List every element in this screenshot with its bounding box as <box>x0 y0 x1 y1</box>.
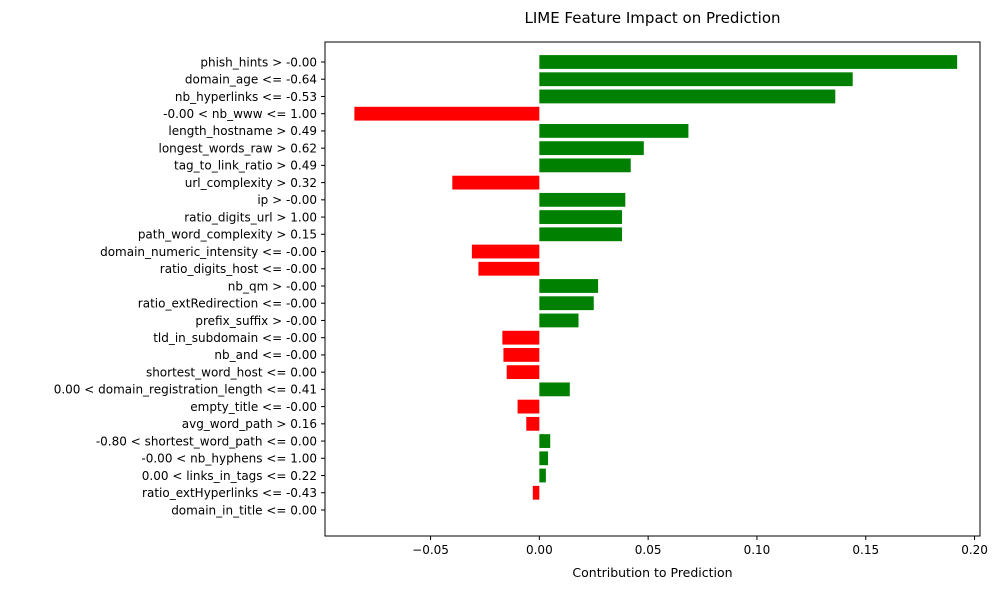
bar <box>502 330 540 345</box>
bar <box>539 382 570 397</box>
x-tick-label: 0.05 <box>635 543 662 557</box>
y-tick-label: path_word_complexity > 0.15 <box>138 228 317 242</box>
bar <box>539 313 579 328</box>
bar <box>526 416 540 431</box>
x-tick-label: −0.05 <box>412 543 449 557</box>
bar <box>478 261 540 276</box>
y-tick-label: phish_hints > -0.00 <box>200 55 317 69</box>
y-tick-label: url_complexity > 0.32 <box>185 176 317 190</box>
bar <box>539 72 853 87</box>
y-tick-label: tag_to_link_ratio > 0.49 <box>174 159 317 173</box>
y-tick-label: domain_in_title <= 0.00 <box>171 503 317 517</box>
bar <box>539 279 599 293</box>
y-tick-label: ratio_digits_host <= -0.00 <box>160 262 317 276</box>
x-axis-label: Contribution to Prediction <box>572 565 732 580</box>
x-tick-label: 0.10 <box>744 543 771 557</box>
bar <box>539 210 623 224</box>
bar <box>539 89 836 104</box>
x-tick-label: 0.20 <box>961 543 988 557</box>
bar <box>539 55 958 69</box>
y-tick-label: -0.80 < shortest_word_path <= 0.00 <box>96 434 317 448</box>
x-tick-label: 0.00 <box>526 543 553 557</box>
y-tick-label: ratio_digits_url > 1.00 <box>184 210 317 224</box>
bar <box>539 124 689 138</box>
x-tick-label: 0.15 <box>852 543 879 557</box>
y-tick-label: domain_numeric_intensity <= -0.00 <box>100 245 317 259</box>
y-tick-label: longest_words_raw > 0.62 <box>159 141 318 155</box>
y-tick-label: prefix_suffix > -0.00 <box>195 314 317 328</box>
bar <box>539 227 623 242</box>
bar <box>539 141 644 156</box>
plot-frame <box>324 41 981 537</box>
bar <box>517 399 540 414</box>
y-tick-label: empty_title <= -0.00 <box>190 400 317 414</box>
y-tick-label: ip > -0.00 <box>257 193 317 207</box>
y-tick-label: shortest_word_host <= 0.00 <box>146 365 317 379</box>
bar <box>452 175 540 190</box>
x-ticks: −0.05 0.00 0.05 0.10 0.15 0.20 <box>412 536 988 557</box>
y-tick-label: avg_word_path > 0.16 <box>182 417 317 431</box>
bars-group <box>354 55 958 500</box>
bar <box>503 348 540 362</box>
y-tick-label: length_hostname > 0.49 <box>168 124 317 138</box>
bar <box>506 365 540 380</box>
bar <box>539 158 631 173</box>
y-tick-label: 0.00 < domain_registration_length <= 0.4… <box>54 383 317 397</box>
y-tick-label: tld_in_subdomain <= -0.00 <box>153 331 317 345</box>
y-tick-label: nb_and <= -0.00 <box>214 348 317 362</box>
bar <box>539 434 551 448</box>
y-tick-labels: phish_hints > -0.00 domain_age <= -0.64 nb… <box>54 55 325 517</box>
y-tick-label: -0.00 < nb_www <= 1.00 <box>163 107 317 121</box>
y-tick-label: nb_hyperlinks <= -0.53 <box>175 90 317 104</box>
y-tick-label: ratio_extRedirection <= -0.00 <box>138 297 317 311</box>
bar <box>539 192 626 207</box>
y-tick-label: 0.00 < links_in_tags <= 0.22 <box>142 469 317 483</box>
bar <box>539 296 594 311</box>
bar <box>539 468 546 483</box>
y-tick-label: domain_age <= -0.64 <box>185 73 317 87</box>
bar <box>532 485 540 500</box>
y-tick-label: ratio_extHyperlinks <= -0.43 <box>142 486 317 500</box>
chart-title: LIME Feature Impact on Prediction <box>524 9 780 27</box>
bar <box>471 244 540 259</box>
y-tick-label: -0.00 < nb_hyphens <= 1.00 <box>141 452 317 466</box>
y-tick-label: nb_qm > -0.00 <box>228 279 317 293</box>
bar <box>354 106 540 121</box>
bar <box>539 451 549 466</box>
